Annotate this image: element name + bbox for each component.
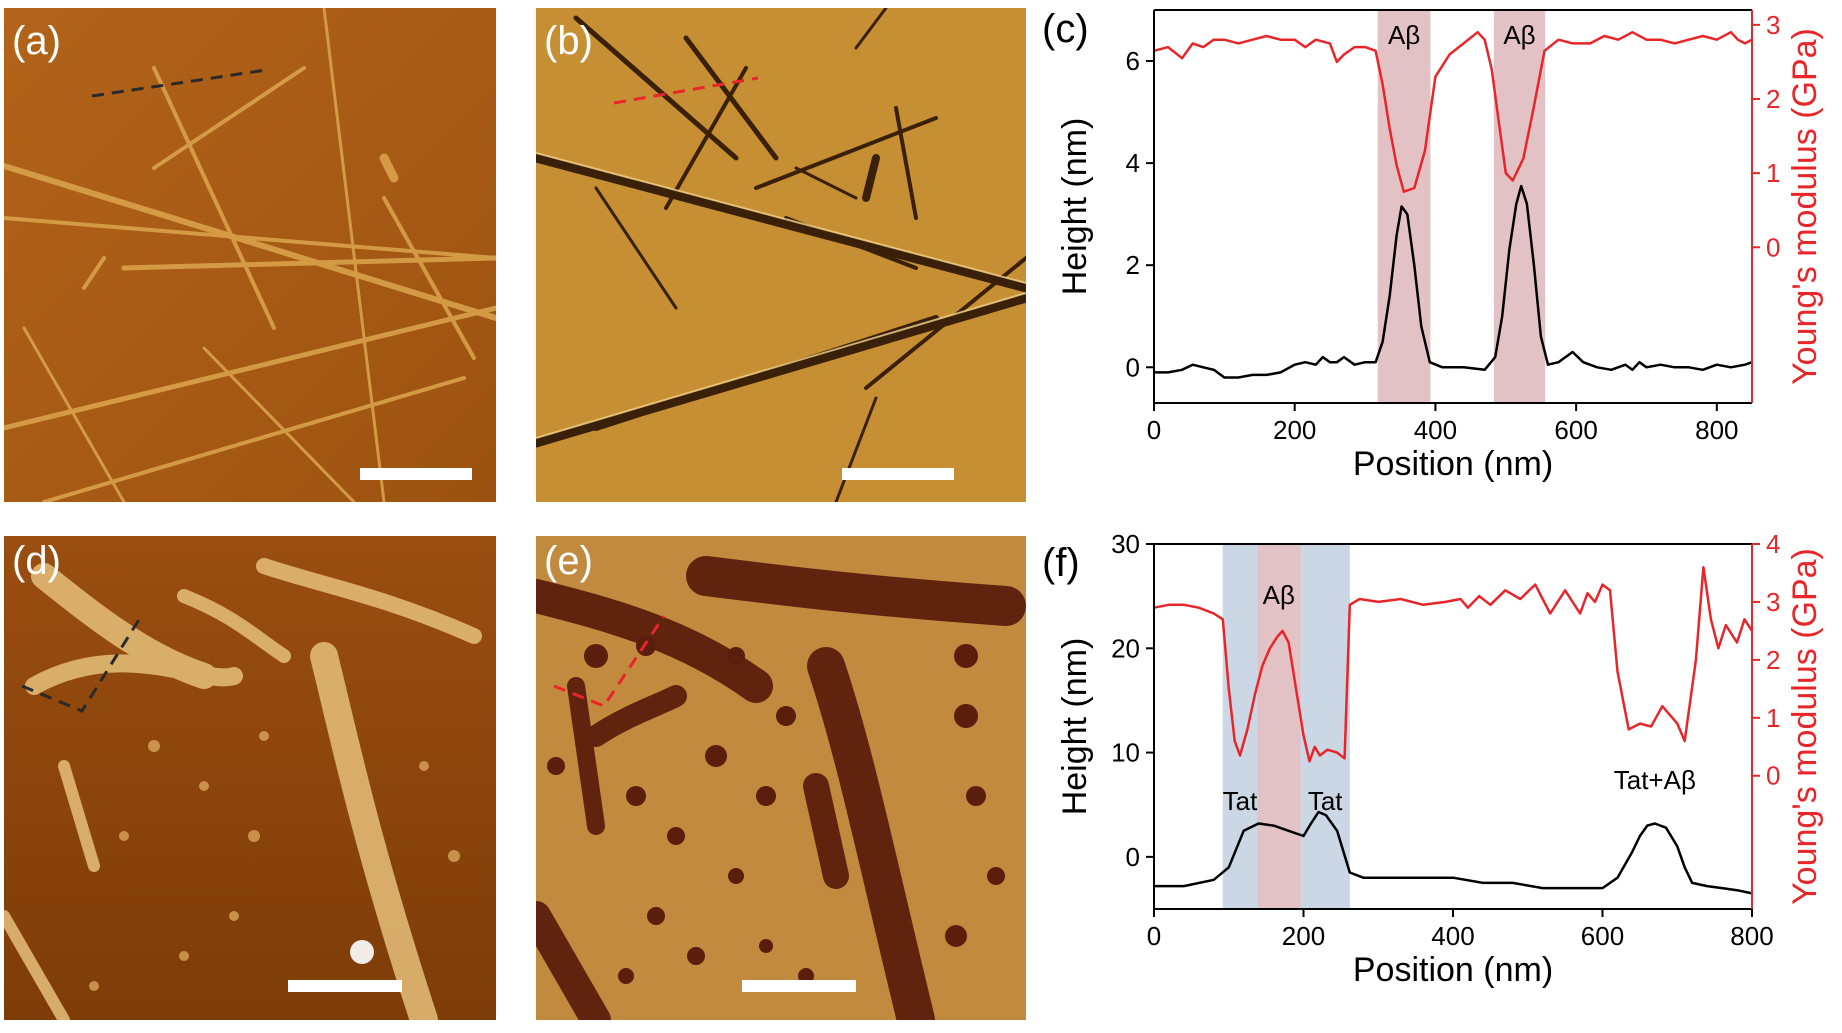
afm-image-a: (a) bbox=[4, 8, 496, 502]
afm-image-e: (e) bbox=[536, 536, 1026, 1020]
line-profile-marker bbox=[553, 615, 666, 708]
y2-tick-label: 0 bbox=[1766, 761, 1780, 791]
scale-bar bbox=[288, 980, 402, 992]
region-label-tat: Tat bbox=[1223, 786, 1258, 816]
x-tick-label: 400 bbox=[1431, 921, 1474, 951]
afm-image-b: (b) bbox=[536, 8, 1026, 502]
y-tick-label: 20 bbox=[1111, 633, 1140, 663]
panel-label-a: (a) bbox=[12, 19, 61, 63]
region-label-abeta: Aβ bbox=[1263, 580, 1295, 610]
region-label-abeta: Aβ bbox=[1503, 20, 1535, 50]
y2-tick-label: 2 bbox=[1766, 645, 1780, 675]
shaded-region-tat bbox=[1222, 544, 1258, 909]
modulus-series-line bbox=[1153, 30, 1753, 193]
x-tick-label: 200 bbox=[1273, 415, 1316, 445]
y2-axis-label: Young's modulus (GPa) bbox=[1786, 28, 1824, 385]
panel-label: (c) bbox=[1042, 7, 1089, 51]
y2-tick-label: 3 bbox=[1766, 587, 1780, 617]
y-tick-label: 2 bbox=[1126, 250, 1140, 280]
y-axis-label: Height (nm) bbox=[1056, 638, 1094, 816]
region-label-tat: Tat bbox=[1308, 786, 1343, 816]
y2-tick-label: 4 bbox=[1766, 529, 1780, 559]
x-tick-label: 400 bbox=[1414, 415, 1457, 445]
y2-tick-label: 3 bbox=[1766, 10, 1780, 40]
y2-axis-label: Young's modulus (GPa) bbox=[1786, 548, 1824, 905]
y-tick-label: 4 bbox=[1126, 148, 1140, 178]
chart-c: 0 200 400 600 800 0 2 4 6 0 1 2 3 Position (nm) Height… bbox=[1030, 0, 1842, 520]
panel-label-b: (b) bbox=[544, 19, 593, 63]
panel-label: (f) bbox=[1042, 541, 1080, 585]
x-tick-label: 800 bbox=[1695, 415, 1738, 445]
line-profile-marker bbox=[21, 617, 142, 713]
y2-tick-label: 0 bbox=[1766, 232, 1780, 262]
y-axis-label: Height (nm) bbox=[1056, 118, 1094, 296]
shaded-region-tat bbox=[1300, 544, 1350, 909]
x-axis-label: Position (nm) bbox=[1353, 445, 1553, 483]
y-tick-label: 30 bbox=[1111, 529, 1140, 559]
scale-bar bbox=[742, 980, 856, 992]
shaded-region-abeta bbox=[1377, 10, 1431, 403]
x-tick-label: 0 bbox=[1147, 921, 1161, 951]
scale-bar bbox=[842, 468, 954, 480]
line-profile-marker bbox=[91, 68, 267, 98]
region-label-abeta: Aβ bbox=[1388, 20, 1420, 50]
y-tick-label: 0 bbox=[1126, 352, 1140, 382]
y2-tick-label: 1 bbox=[1766, 158, 1780, 188]
afm-image-d: (d) bbox=[4, 536, 496, 1020]
y-tick-label: 0 bbox=[1126, 842, 1140, 872]
y-tick-label: 6 bbox=[1126, 46, 1140, 76]
y-tick-label: 10 bbox=[1111, 738, 1140, 768]
modulus-series-line bbox=[1153, 565, 1754, 763]
shaded-region-abeta bbox=[1257, 544, 1301, 909]
height-series-line bbox=[1154, 810, 1753, 895]
chart-f: 0 200 400 600 800 0 10 20 30 0 1 2 3 4 Position (nm) He… bbox=[1030, 520, 1842, 1028]
x-tick-label: 0 bbox=[1147, 415, 1161, 445]
annotation-label: Tat+Aβ bbox=[1614, 765, 1696, 795]
shaded-region-abeta bbox=[1493, 10, 1546, 403]
x-tick-label: 600 bbox=[1581, 921, 1624, 951]
x-tick-label: 800 bbox=[1730, 921, 1773, 951]
panel-label-e: (e) bbox=[544, 539, 593, 583]
panel-label-d: (d) bbox=[12, 539, 61, 583]
x-tick-label: 200 bbox=[1282, 921, 1325, 951]
y2-tick-label: 1 bbox=[1766, 703, 1780, 733]
scale-bar bbox=[360, 468, 472, 480]
x-axis-label: Position (nm) bbox=[1353, 951, 1553, 989]
y2-tick-label: 2 bbox=[1766, 84, 1780, 114]
x-tick-label: 600 bbox=[1554, 415, 1597, 445]
height-series-line bbox=[1154, 184, 1753, 379]
line-profile-marker bbox=[613, 76, 759, 105]
